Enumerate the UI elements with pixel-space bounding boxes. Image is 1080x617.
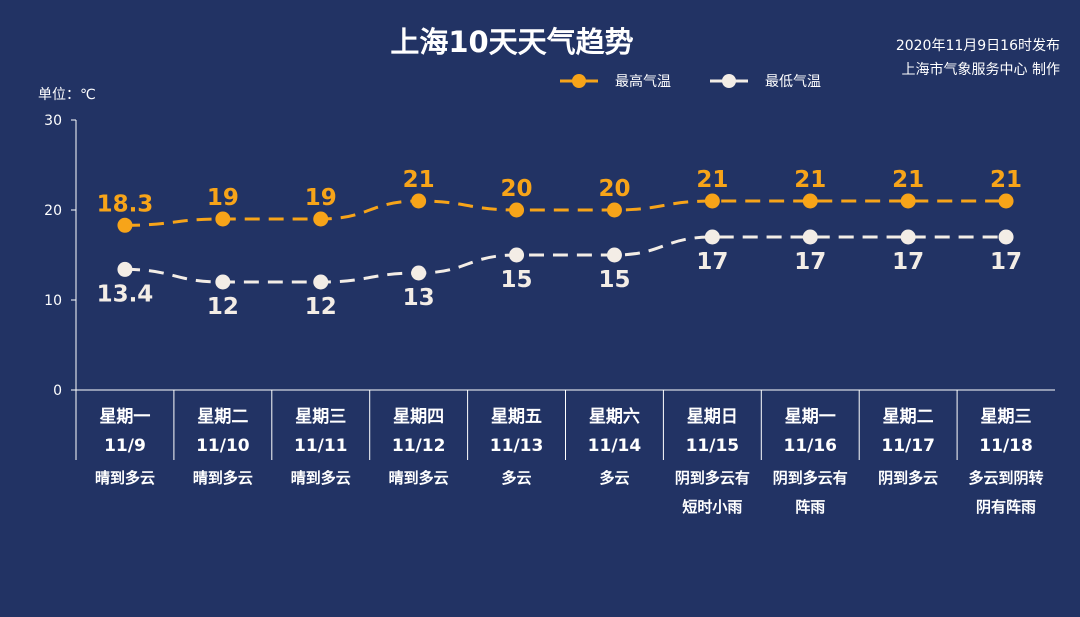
- weekday-label: 星期二: [197, 407, 248, 427]
- weather-description: 阴到多云: [878, 469, 938, 487]
- weather-description: 晴到多云: [291, 469, 351, 487]
- data-point-low: [117, 261, 133, 277]
- y-tick-label: 30: [44, 113, 62, 129]
- y-tick-label: 20: [44, 203, 62, 219]
- data-label-high: 21: [794, 167, 826, 193]
- date-label: 11/12: [392, 436, 446, 456]
- data-label-high: 19: [305, 185, 337, 211]
- data-label-high: 21: [696, 167, 728, 193]
- y-tick-label: 0: [53, 383, 62, 399]
- data-label-low: 15: [598, 267, 630, 293]
- weather-description: 晴到多云: [95, 469, 155, 487]
- weather-description: 晴到多云: [193, 469, 253, 487]
- legend-label-high: 最高气温: [615, 73, 671, 90]
- weather-description: 阴有阵雨: [976, 498, 1036, 516]
- data-label-low: 17: [892, 249, 924, 275]
- date-label: 11/13: [490, 436, 544, 456]
- data-point-low: [606, 247, 622, 263]
- date-label: 11/15: [686, 436, 740, 456]
- publish-time: 2020年11月9日16时发布: [896, 38, 1060, 54]
- weather-description: 多云: [502, 469, 532, 487]
- data-label-high: 19: [207, 185, 239, 211]
- data-point-low: [215, 274, 231, 290]
- weekday-label: 星期一: [785, 407, 836, 427]
- series-line-low: [124, 235, 1007, 284]
- data-point-low: [900, 229, 916, 245]
- data-point-low: [998, 229, 1014, 245]
- data-label-low: 17: [794, 249, 826, 275]
- date-label: 11/18: [979, 436, 1033, 456]
- data-label-low: 17: [990, 249, 1022, 275]
- series-line-high: [124, 199, 1007, 227]
- data-label-high: 20: [598, 176, 630, 202]
- data-label-low: 17: [696, 249, 728, 275]
- date-label: 11/14: [588, 436, 642, 456]
- weather-description: 多云到阴转: [969, 469, 1044, 487]
- data-point-high: [411, 193, 427, 209]
- data-point-high: [509, 202, 525, 218]
- data-label-low: 13: [403, 285, 435, 311]
- data-label-high: 20: [501, 176, 533, 202]
- data-point-high: [313, 211, 329, 227]
- data-label-low: 13.4: [97, 281, 154, 307]
- data-point-high: [117, 217, 133, 233]
- data-label-high: 21: [892, 167, 924, 193]
- data-point-high: [802, 193, 818, 209]
- weekday-label: 星期三: [981, 407, 1032, 427]
- producer-label: 上海市气象服务中心 制作: [902, 61, 1060, 78]
- weekday-label: 星期一: [99, 407, 150, 427]
- legend: 最高气温 最低气温: [560, 73, 821, 90]
- weekday-label: 星期二: [883, 407, 934, 427]
- weather-description: 多云: [599, 469, 629, 487]
- legend-label-low: 最低气温: [765, 74, 821, 90]
- data-point-high: [215, 211, 231, 227]
- legend-marker-high: [572, 74, 586, 88]
- data-point-high: [704, 193, 720, 209]
- category-table: 星期一 11/9 晴到多云 星期二 11/10 晴到多云 星期三 11/11 晴到多云 星期四 11…: [95, 390, 1044, 516]
- weather-description: 阵雨: [795, 498, 825, 516]
- legend-item-low[interactable]: 最低气温: [710, 74, 821, 90]
- data-point-high: [998, 193, 1014, 209]
- data-point-high: [606, 202, 622, 218]
- legend-item-high[interactable]: 最高气温: [560, 73, 671, 90]
- date-label: 11/10: [196, 436, 250, 456]
- date-label: 11/11: [294, 436, 348, 456]
- weekday-label: 星期五: [491, 407, 542, 427]
- chart-title: 上海10天天气趋势: [390, 25, 633, 59]
- y-tick-label: 10: [44, 293, 62, 309]
- data-label-low: 15: [501, 267, 533, 293]
- data-label-high: 21: [990, 167, 1022, 193]
- weather-description: 晴到多云: [389, 469, 449, 487]
- weekday-label: 星期四: [393, 407, 444, 427]
- legend-marker-low: [722, 74, 736, 88]
- data-label-high: 18.3: [97, 191, 154, 217]
- unit-label: 单位：℃: [38, 87, 96, 103]
- weekday-label: 星期三: [295, 407, 346, 427]
- weather-description: 短时小雨: [682, 498, 742, 516]
- weekday-label: 星期六: [589, 406, 640, 427]
- date-label: 11/17: [881, 436, 935, 456]
- weather-description: 阴到多云有: [675, 469, 750, 487]
- data-point-low: [509, 247, 525, 263]
- weather-description: 阴到多云有: [773, 469, 848, 487]
- data-point-high: [900, 193, 916, 209]
- data-label-high: 21: [403, 167, 435, 193]
- date-label: 11/9: [104, 436, 146, 456]
- data-label-low: 12: [207, 294, 239, 320]
- data-point-low: [411, 265, 427, 281]
- data-label-low: 12: [305, 294, 337, 320]
- data-point-low: [313, 274, 329, 290]
- date-label: 11/16: [783, 436, 837, 456]
- data-point-low: [802, 229, 818, 245]
- weekday-label: 星期日: [687, 407, 738, 427]
- data-point-low: [704, 229, 720, 245]
- plot-area: 18.3 19 19 21 20 20 21 21 21 21 13.4 12 12 13 15 15 17 17…: [97, 167, 1022, 320]
